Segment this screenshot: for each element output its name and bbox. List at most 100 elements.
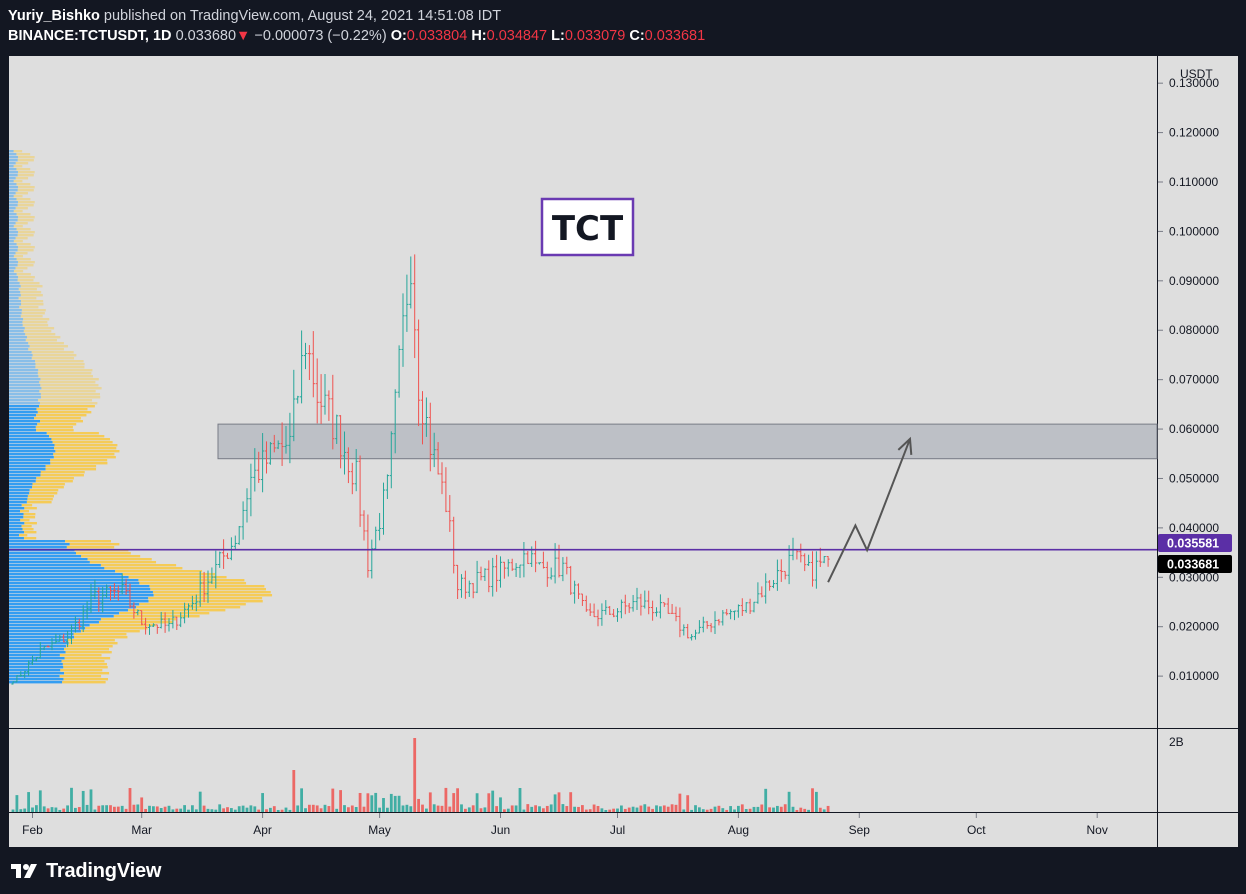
volume-bar (77, 807, 81, 812)
volume-profile-down-row (24, 531, 37, 534)
volume-profile-up-row (9, 186, 18, 189)
volume-profile-down-row (67, 639, 115, 642)
volume-profile-down-row (29, 345, 68, 348)
projection-arrow[interactable] (827, 436, 913, 583)
volume-profile-up-row (9, 522, 25, 525)
volume-profile-down-row (36, 408, 88, 411)
volume-bar (362, 806, 366, 812)
volume-profile-up-row (9, 201, 19, 204)
volume-bar (764, 788, 768, 812)
volume-bar (206, 808, 210, 812)
volume-profile-down-row (148, 600, 263, 603)
volume-profile-up-row (9, 618, 101, 621)
volume-axis (1158, 729, 1238, 812)
volume-profile-up-row (9, 615, 114, 618)
volume-profile-down-row (17, 204, 34, 207)
volume-pane[interactable] (9, 729, 1157, 812)
volume-bar (210, 809, 214, 812)
volume-profile-up-row (9, 528, 23, 531)
tct-annotation[interactable]: TCT (540, 197, 635, 257)
volume-bar (54, 807, 58, 812)
volume-bar (202, 805, 206, 812)
volume-bar (577, 806, 580, 812)
volume-profile-up-row (9, 480, 36, 483)
volume-bar (167, 805, 171, 812)
volume-profile-up-row (9, 675, 60, 678)
volume-profile-up-row (9, 198, 17, 201)
volume-profile-up-row (9, 654, 60, 657)
volume-bar (682, 809, 686, 812)
volume-bar (58, 809, 62, 812)
tradingview-logo[interactable]: TradingView (10, 858, 161, 884)
volume-bar (27, 792, 30, 812)
volume-profile-up-row (9, 360, 36, 363)
volume-bar (109, 805, 112, 812)
volume-profile-up-row (9, 390, 40, 393)
author-name[interactable]: Yuriy_Bishko (8, 8, 100, 24)
volume-profile-up-row (9, 366, 36, 369)
volume-bar (74, 807, 77, 812)
time-axis[interactable] (9, 813, 1157, 847)
volume-profile-down-row (54, 447, 117, 450)
volume-profile-up-row (9, 387, 42, 390)
volume-profile-down-row (46, 432, 99, 435)
volume-profile-up-row (9, 483, 33, 486)
volume-profile-down-row (119, 612, 210, 615)
volume-bar (331, 788, 335, 812)
volume-bar (659, 806, 662, 812)
y-tick-label: 0.040000 (1169, 521, 1219, 535)
volume-profile-up-row (9, 309, 22, 312)
volume-bar (366, 793, 370, 812)
volume-profile-down-row (20, 285, 43, 288)
volume-bar (187, 809, 190, 812)
volume-bar (783, 804, 787, 812)
volume-bar (471, 805, 475, 812)
volume-profile-down-row (52, 441, 113, 444)
volume-profile-down-row (40, 396, 101, 399)
volume-profile-down-row (17, 174, 34, 177)
volume-profile-up-row (9, 171, 18, 174)
volume-profile-down-row (17, 186, 35, 189)
volume-profile-down-row (17, 171, 35, 174)
last-price-tag: 0.033681 (1158, 555, 1232, 573)
volume-profile-down-row (31, 357, 75, 360)
volume-profile-up-row (9, 339, 26, 342)
volume-bar (522, 809, 526, 812)
volume-profile-up-row (9, 243, 17, 246)
volume-profile-up-row (9, 510, 21, 513)
volume-profile-up-row (9, 285, 21, 288)
volume-profile (9, 150, 273, 684)
volume-bar (354, 807, 358, 812)
volume-bar (635, 807, 639, 812)
volume-profile-up-row (9, 306, 20, 309)
volume-profile-up-row (9, 165, 14, 168)
volume-profile-up-row (9, 672, 65, 675)
volume-bar (444, 787, 448, 812)
price-pane[interactable] (9, 56, 1157, 728)
volume-profile-up-row (9, 612, 120, 615)
volume-profile-up-row (9, 399, 39, 402)
price-axis[interactable] (1158, 56, 1238, 728)
volume-profile-down-row (122, 573, 216, 576)
volume-profile-up-row (9, 159, 18, 162)
volume-profile-up-row (9, 378, 41, 381)
volume-bar (214, 809, 218, 812)
symbol-label[interactable]: BINANCE:TCTUSDT, 1D (8, 28, 172, 44)
volume-profile-down-row (66, 645, 113, 648)
volume-bar (343, 805, 346, 812)
volume-bar (569, 792, 573, 812)
volume-profile-down-row (65, 540, 112, 543)
y-tick-label: 0.080000 (1169, 323, 1219, 337)
volume-profile-down-row (19, 306, 39, 309)
volume-profile-up-row (9, 630, 81, 633)
open-label: O: (390, 28, 407, 44)
volume-profile-up-row (9, 312, 22, 315)
volume-profile-down-row (87, 558, 152, 561)
volume-profile-down-row (40, 393, 100, 396)
volume-profile-up-row (9, 597, 149, 600)
volume-bar (553, 794, 557, 812)
volume-bar (678, 793, 682, 812)
volume-profile-up-row (9, 414, 37, 417)
volume-profile-down-row (13, 240, 23, 243)
